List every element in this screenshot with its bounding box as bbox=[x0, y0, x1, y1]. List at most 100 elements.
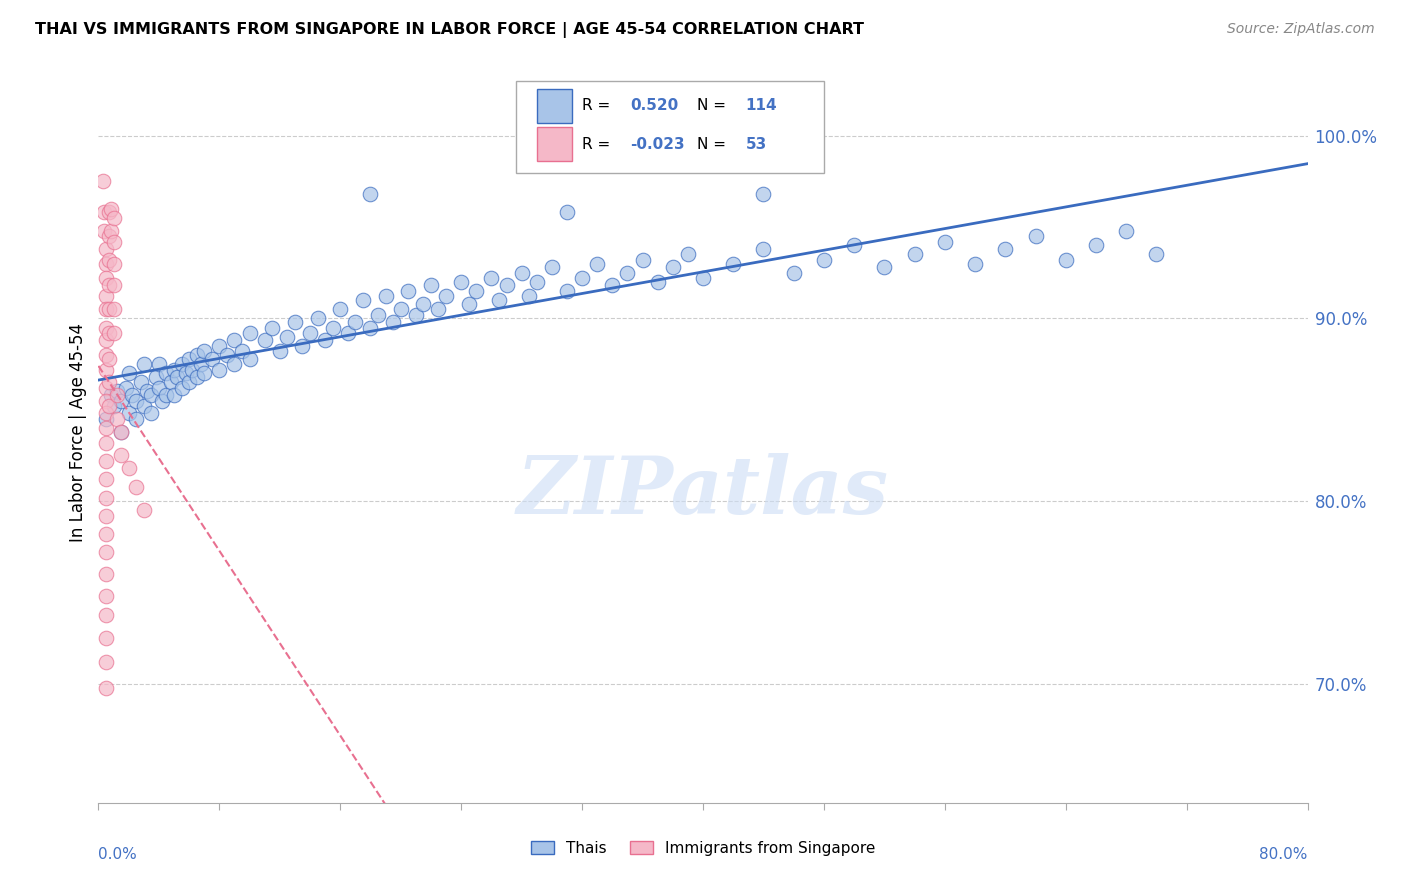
Point bbox=[647, 275, 669, 289]
Point bbox=[586, 256, 609, 270]
Point bbox=[148, 357, 170, 371]
Point bbox=[336, 326, 359, 340]
Point bbox=[98, 278, 121, 293]
Point bbox=[94, 454, 117, 468]
Point bbox=[510, 266, 533, 280]
Point bbox=[526, 275, 548, 289]
Point bbox=[121, 388, 143, 402]
Point bbox=[360, 187, 382, 202]
Point bbox=[94, 567, 117, 582]
Point bbox=[723, 256, 745, 270]
Point bbox=[98, 252, 121, 267]
Text: 114: 114 bbox=[745, 98, 778, 113]
FancyBboxPatch shape bbox=[537, 127, 572, 161]
Point bbox=[631, 252, 654, 267]
Point bbox=[193, 366, 215, 380]
Point bbox=[94, 271, 117, 285]
Point bbox=[186, 348, 208, 362]
Text: 0.0%: 0.0% bbox=[98, 847, 138, 863]
Point bbox=[208, 362, 231, 376]
Point bbox=[110, 449, 132, 463]
Point bbox=[125, 393, 148, 408]
Point bbox=[103, 256, 125, 270]
Point bbox=[555, 284, 578, 298]
Text: ZIPatlas: ZIPatlas bbox=[517, 453, 889, 531]
Point bbox=[934, 235, 956, 249]
Point bbox=[1144, 247, 1167, 261]
Point bbox=[103, 326, 125, 340]
Point bbox=[118, 406, 141, 420]
Point bbox=[163, 388, 186, 402]
Point bbox=[389, 302, 412, 317]
Point bbox=[224, 357, 246, 371]
Point bbox=[329, 302, 352, 317]
FancyBboxPatch shape bbox=[516, 81, 824, 173]
Point bbox=[103, 302, 125, 317]
Text: 0.520: 0.520 bbox=[630, 98, 679, 113]
Point bbox=[103, 278, 125, 293]
Point bbox=[208, 339, 231, 353]
Point bbox=[844, 238, 866, 252]
Point bbox=[179, 351, 201, 366]
Point bbox=[105, 384, 128, 399]
Point bbox=[110, 425, 132, 439]
Point bbox=[94, 381, 117, 395]
Point bbox=[1085, 238, 1108, 252]
Point bbox=[269, 344, 291, 359]
Point bbox=[495, 278, 517, 293]
Point bbox=[94, 527, 117, 541]
Point bbox=[661, 260, 683, 275]
Legend: Thais, Immigrants from Singapore: Thais, Immigrants from Singapore bbox=[524, 835, 882, 862]
Point bbox=[103, 235, 125, 249]
Point bbox=[262, 320, 284, 334]
Point bbox=[360, 320, 382, 334]
Point bbox=[352, 293, 374, 307]
Point bbox=[163, 362, 186, 376]
Point bbox=[94, 334, 117, 348]
Point bbox=[201, 351, 224, 366]
Point bbox=[215, 348, 238, 362]
Point bbox=[231, 344, 253, 359]
Point bbox=[307, 311, 329, 326]
Text: R =: R = bbox=[582, 136, 610, 152]
Point bbox=[141, 388, 163, 402]
Point bbox=[481, 271, 503, 285]
Point bbox=[94, 348, 117, 362]
Point bbox=[752, 242, 775, 256]
Point bbox=[98, 326, 121, 340]
Point bbox=[344, 315, 367, 329]
Point bbox=[118, 461, 141, 475]
Point bbox=[517, 289, 540, 303]
Point bbox=[125, 412, 148, 426]
Point bbox=[457, 297, 479, 311]
Point bbox=[91, 174, 114, 188]
Point bbox=[103, 211, 125, 225]
Point bbox=[174, 366, 197, 380]
Point bbox=[540, 260, 562, 275]
Text: 53: 53 bbox=[745, 136, 766, 152]
Point bbox=[155, 366, 177, 380]
Point bbox=[239, 351, 262, 366]
Point bbox=[965, 256, 987, 270]
Point bbox=[100, 388, 122, 402]
Point bbox=[396, 284, 419, 298]
Point bbox=[190, 357, 212, 371]
Point bbox=[166, 369, 188, 384]
Point bbox=[160, 376, 183, 390]
Point bbox=[179, 376, 201, 390]
Text: R =: R = bbox=[582, 98, 610, 113]
Point bbox=[783, 266, 806, 280]
Point bbox=[118, 366, 141, 380]
Point bbox=[692, 271, 714, 285]
Point bbox=[752, 187, 775, 202]
Point bbox=[374, 289, 396, 303]
Point bbox=[405, 308, 427, 322]
Point bbox=[132, 399, 155, 413]
Point bbox=[98, 229, 121, 244]
Point bbox=[602, 278, 624, 293]
Point bbox=[276, 329, 298, 343]
Point bbox=[105, 412, 128, 426]
Point bbox=[555, 205, 578, 219]
Y-axis label: In Labor Force | Age 45-54: In Labor Force | Age 45-54 bbox=[69, 323, 87, 542]
Point bbox=[105, 388, 128, 402]
